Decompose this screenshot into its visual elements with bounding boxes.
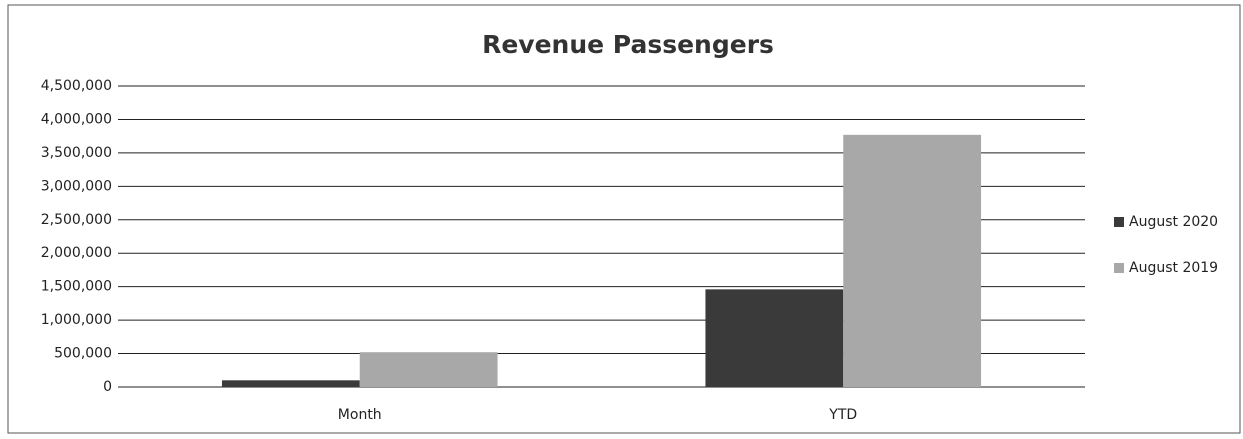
y-tick-label: 4,000,000 bbox=[41, 111, 112, 127]
bar bbox=[221, 380, 360, 387]
y-tick-label: 500,000 bbox=[54, 346, 112, 362]
y-tick-label: 3,500,000 bbox=[41, 145, 112, 161]
bar bbox=[843, 134, 982, 387]
y-tick-label: 3,000,000 bbox=[41, 178, 112, 194]
y-tick-label: 0 bbox=[103, 379, 112, 395]
legend-label: August 2020 bbox=[1129, 214, 1218, 230]
x-tick-label: Month bbox=[338, 407, 382, 423]
y-tick-label: 2,000,000 bbox=[41, 245, 112, 261]
chart-title: Revenue Passengers bbox=[482, 30, 774, 59]
legend-swatch bbox=[1114, 263, 1124, 273]
bar bbox=[359, 352, 498, 387]
y-tick-label: 1,500,000 bbox=[41, 279, 112, 295]
legend-swatch bbox=[1114, 217, 1124, 227]
y-tick-label: 4,500,000 bbox=[41, 78, 112, 94]
y-tick-label: 1,000,000 bbox=[41, 312, 112, 328]
legend-label: August 2019 bbox=[1129, 260, 1218, 276]
y-tick-label: 2,500,000 bbox=[41, 212, 112, 228]
chart-frame bbox=[7, 4, 1241, 434]
x-tick-label: YTD bbox=[828, 407, 857, 423]
bar bbox=[705, 289, 844, 387]
